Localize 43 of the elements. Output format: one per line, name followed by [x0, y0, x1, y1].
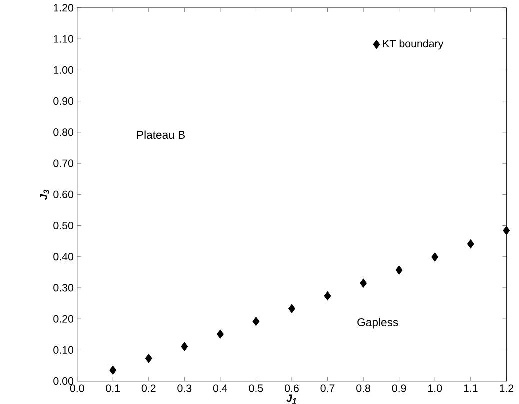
- point: [467, 240, 474, 249]
- x-tick-label: 0.3: [178, 384, 192, 392]
- x-tick-label: 0.4: [213, 384, 228, 392]
- x-tick-label: 0.8: [356, 384, 370, 392]
- y-tick-label: 0.20: [54, 315, 74, 323]
- legend-label: KT boundary: [383, 40, 444, 50]
- x-tick-label: 0.5: [249, 384, 264, 392]
- point: [181, 342, 188, 352]
- y-tick-label: 0.80: [54, 128, 74, 136]
- x-tick-label: 1.0: [428, 384, 442, 392]
- y-tick-label: 0.40: [54, 253, 74, 261]
- point: [110, 366, 117, 375]
- x-tick-label: 0.1: [106, 384, 120, 392]
- y-tick-label: 0.30: [54, 284, 74, 292]
- y-tick-label: 1.20: [54, 4, 74, 12]
- annotation: Plateau B: [137, 130, 186, 140]
- point: [324, 292, 332, 301]
- point: [288, 304, 296, 314]
- point: [396, 266, 403, 275]
- y-tick-label: 0.50: [54, 222, 74, 230]
- x-tick-label: 0.7: [320, 384, 335, 392]
- point: [503, 226, 510, 236]
- y-tick-label: 0.70: [54, 160, 74, 168]
- x-tick-label: 0.6: [285, 384, 299, 392]
- annotation: Gapless: [358, 318, 398, 329]
- point: [216, 330, 224, 339]
- x-tick-label: 1.2: [500, 384, 514, 392]
- point: [252, 317, 260, 326]
- x-tick-label: 0.9: [392, 384, 406, 392]
- point: [432, 252, 439, 262]
- x-tick-label: 1.1: [464, 384, 478, 392]
- y-tick-label: 0.10: [54, 346, 74, 354]
- x-tick-label: 0.2: [142, 384, 156, 392]
- point: [145, 354, 152, 364]
- y-tick-label: 0.60: [54, 190, 74, 198]
- y-tick-label: 0.00: [54, 378, 74, 386]
- y-tick-label: 1.00: [54, 66, 74, 74]
- y-axis-title: J$_{3}$: [40, 190, 50, 200]
- x-axis-title: J$_{1}$: [286, 394, 296, 404]
- x-tick-label: 0.0: [70, 384, 84, 392]
- y-tick-label: 0.90: [54, 98, 74, 106]
- y-tick-label: 1.10: [54, 35, 74, 43]
- point: [360, 278, 368, 288]
